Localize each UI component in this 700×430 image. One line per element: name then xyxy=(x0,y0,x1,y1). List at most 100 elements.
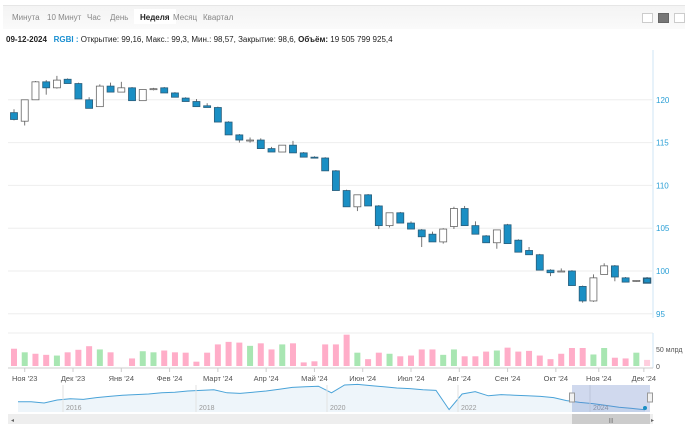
candle-body xyxy=(74,83,83,100)
period-toolbar: Минута 10 Минут Час День Неделя Месяц Кв… xyxy=(3,5,685,29)
close-label: Закрытие: xyxy=(238,35,276,44)
candle-body xyxy=(621,277,630,283)
navigator-year-label: 2022 xyxy=(461,405,477,412)
tab-day[interactable]: День xyxy=(110,13,129,22)
volume-bar xyxy=(11,348,17,366)
scrollbar-grip-icon: ||| xyxy=(609,418,613,424)
low-value: 98,57 xyxy=(213,35,234,44)
volume-bar xyxy=(633,352,640,366)
volume-bar xyxy=(75,349,82,366)
candle-body xyxy=(535,254,544,271)
x-tick-label: Май '24 xyxy=(301,374,328,383)
candle-body xyxy=(117,87,126,93)
volume-bar xyxy=(236,342,243,366)
volume-bar xyxy=(107,352,114,366)
candle-body xyxy=(267,148,276,153)
tab-month[interactable]: Месяц xyxy=(173,13,198,22)
x-tick-label: Ноя '23 xyxy=(12,374,38,383)
volume-bar xyxy=(21,352,28,366)
line-chart-icon[interactable] xyxy=(642,13,653,23)
volume-bar xyxy=(601,348,608,366)
volume-bar xyxy=(225,341,232,366)
candlestick-chart-icon[interactable] xyxy=(658,13,669,23)
scroll-left-arrow-icon[interactable]: ◂ xyxy=(11,418,14,424)
price-tick-label: 115 xyxy=(656,139,669,148)
x-tick-label: Ноя '24 xyxy=(586,374,612,383)
price-tick-label: 105 xyxy=(656,224,670,233)
volume-bar xyxy=(472,356,479,366)
candle-body xyxy=(95,85,104,108)
scrollbar-thumb[interactable] xyxy=(572,414,650,424)
volume-bar xyxy=(590,354,597,366)
tab-hour[interactable]: Час xyxy=(87,13,101,22)
x-tick-label: Дек '23 xyxy=(61,374,85,383)
navigator-year-label: 2018 xyxy=(199,405,215,412)
candle-body xyxy=(20,99,29,122)
navigator-handle[interactable] xyxy=(647,392,653,403)
volume-bar xyxy=(171,352,178,366)
candle-body xyxy=(63,78,72,84)
candle-body xyxy=(246,139,254,142)
price-tick-label: 110 xyxy=(656,181,669,190)
volume-bar xyxy=(129,358,136,366)
volume-bar xyxy=(408,355,415,366)
candle-body xyxy=(353,194,362,208)
volume-bar xyxy=(644,359,651,366)
candle-body xyxy=(10,112,18,120)
x-tick-label: Дек '24 xyxy=(632,374,656,383)
volume-bar xyxy=(611,357,618,366)
low-label: Мин.: xyxy=(191,35,212,44)
tab-quarter[interactable]: Квартал xyxy=(203,13,234,22)
volume-bar xyxy=(354,352,361,366)
tab-10-minutes[interactable]: 10 Минут xyxy=(47,13,82,22)
volume-bar xyxy=(279,344,286,366)
volume-bar xyxy=(504,347,511,366)
x-tick-label: Апр '24 xyxy=(254,374,279,383)
scroll-right-arrow-icon[interactable]: ▸ xyxy=(651,418,654,424)
volume-bar xyxy=(526,350,533,366)
scrollbar-track[interactable] xyxy=(8,414,653,424)
volume-bar xyxy=(365,359,372,366)
candle-body xyxy=(525,250,533,256)
volume-bar xyxy=(300,362,307,366)
price-tick-label: 100 xyxy=(656,267,670,276)
volume-bar xyxy=(53,355,60,366)
price-tick-label: 95 xyxy=(656,310,665,319)
navigator-line xyxy=(18,383,646,411)
volume-tick-label: 50 млрд xyxy=(656,347,682,354)
candle-body xyxy=(557,270,566,273)
candle-body xyxy=(632,280,641,282)
candle-body xyxy=(514,239,523,253)
volume-bar xyxy=(193,361,200,366)
volume-bar xyxy=(515,351,522,366)
navigator-year-label: 2020 xyxy=(330,405,346,412)
candle-body xyxy=(568,270,576,286)
navigator-selection[interactable] xyxy=(572,385,650,412)
info-date: 09-12-2024 xyxy=(6,35,47,44)
candle-body xyxy=(642,277,652,284)
volume-bar xyxy=(150,352,157,366)
x-tick-label: Янв '24 xyxy=(109,374,134,383)
volume-bar xyxy=(375,352,382,366)
tab-minute[interactable]: Минута xyxy=(12,13,40,22)
volume-label: Объём: xyxy=(298,35,329,44)
volume-bar xyxy=(139,351,146,366)
candle-body xyxy=(471,225,480,235)
volume-bar xyxy=(397,356,404,366)
volume-bar xyxy=(536,355,543,366)
high-label: Макс.: xyxy=(145,35,170,44)
candle-body xyxy=(181,97,190,102)
candle-body xyxy=(213,107,222,123)
candle-body xyxy=(149,88,158,91)
candle-body xyxy=(385,212,394,227)
navigator-handle[interactable] xyxy=(569,392,575,403)
volume-bar xyxy=(418,349,425,366)
tab-week[interactable]: Неделя xyxy=(134,9,176,24)
volume-bar xyxy=(247,345,254,366)
x-tick-label: Фев '24 xyxy=(157,374,183,383)
close-value: 98,6 xyxy=(278,35,294,44)
volume-bar xyxy=(32,353,39,366)
ohlc-chart-icon[interactable] xyxy=(674,13,685,23)
candle-body xyxy=(235,134,244,141)
